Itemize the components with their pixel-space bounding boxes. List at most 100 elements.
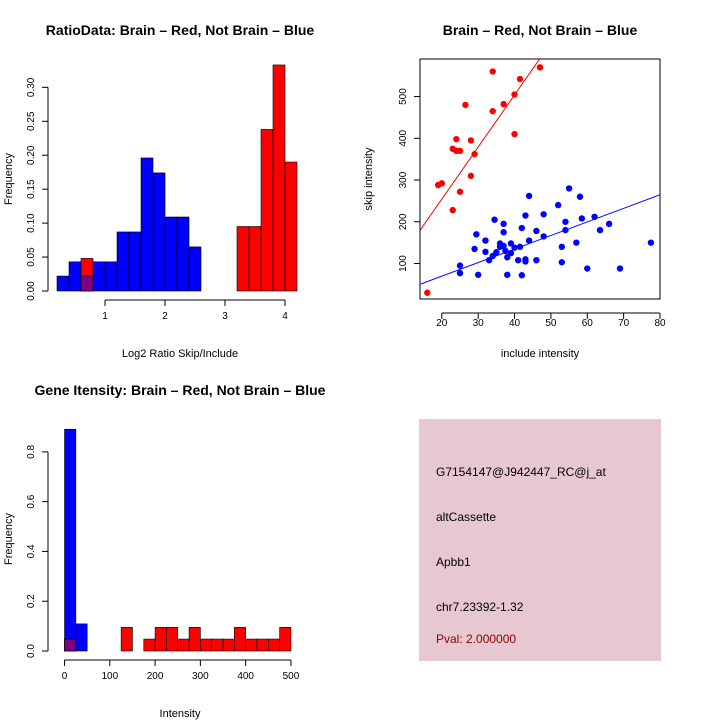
- scatter-axes: 20 30 40 50 60 70 80 100 200 300 400 500: [398, 88, 666, 329]
- intensity-histogram-axes: 0 100 200 300 400 500 0.0 0.2 0.4 0.6 0.8: [26, 445, 300, 682]
- scatter-point-brain-16: [511, 91, 518, 98]
- ratio-x-tick-label-3: 4: [282, 311, 288, 322]
- intensity-histogram-title: Gene Itensity: Brain – Red, Not Brain – …: [35, 382, 326, 398]
- intensity-bar-brain-9: [222, 638, 235, 652]
- scatter-x-tick-label-1: 30: [473, 318, 485, 329]
- scatter-y-tick-label-3: 400: [398, 130, 409, 147]
- scatter-point-brain-19: [536, 64, 544, 71]
- intensity-y-tick-label-0: 0.0: [26, 644, 37, 658]
- ratio-histogram-title: RatioData: Brain – Red, Not Brain – Blue: [46, 22, 315, 38]
- scatter-y-tick-label-4: 500: [398, 88, 409, 105]
- scatter-point-not-brain-34: [540, 233, 547, 240]
- intensity-histogram-xlabel: Intensity: [160, 708, 201, 720]
- scatter-x-tick-label-6: 80: [654, 318, 666, 329]
- scatter-point-not-brain-36: [558, 243, 566, 251]
- scatter-point-not-brain-20: [507, 240, 515, 247]
- ratio-y-tick-label-4: 0.20: [26, 145, 37, 165]
- ratio-bar-not-brain-6: [128, 231, 142, 292]
- intensity-bar-brain-8: [211, 638, 224, 652]
- scatter-x-tick-label-0: 20: [436, 318, 448, 329]
- pval-text: Pval: 2.000000: [436, 632, 516, 646]
- ratio-y-tick-label-1: 0.05: [26, 247, 37, 267]
- scatter-point-not-brain-29: [525, 192, 533, 200]
- scatter-point-not-brain-14: [500, 229, 507, 236]
- scatter-point-not-brain-31: [533, 227, 540, 235]
- ratio-bar-not-brain-8: [152, 172, 166, 292]
- ratio-y-tick-label-3: 0.15: [26, 179, 37, 199]
- scatter-title: Brain – Red, Not Brain – Blue: [443, 22, 638, 38]
- scatter-point-not-brain-32: [533, 256, 540, 264]
- scatter-xlabel: include intensity: [501, 348, 580, 360]
- scatter-fit-line-not-brain: [420, 194, 660, 285]
- ratio-bar-not-brain-5: [116, 231, 130, 292]
- intensity-bar-brain-2: [143, 638, 156, 652]
- scatter-point-brain-17: [511, 130, 518, 138]
- scatter-point-not-brain-16: [502, 247, 509, 255]
- ratio-y-tick-label-0: 0.00: [26, 281, 37, 301]
- ratio-y-tick-label-6: 0.30: [26, 77, 37, 97]
- ratio-bar-brain-2: [248, 226, 262, 292]
- scatter-point-brain-12: [471, 150, 478, 158]
- scatter-y-tick-label-1: 200: [398, 213, 409, 230]
- intensity-y-tick-label-1: 0.2: [26, 594, 37, 608]
- scatter-point-not-brain-46: [596, 226, 604, 234]
- scatter-point-not-brain-38: [562, 218, 569, 225]
- scatter-point-not-brain-0: [456, 262, 464, 269]
- scatter-point-not-brain-30: [525, 237, 533, 244]
- scatter-point-not-brain-9: [491, 216, 498, 223]
- ratio-x-tick-label-2: 3: [222, 311, 228, 322]
- intensity-bar-brain-12: [256, 638, 269, 652]
- scatter-point-not-brain-15: [500, 242, 507, 250]
- scatter-point-not-brain-23: [516, 243, 524, 251]
- scatter-point-not-brain-6: [482, 248, 489, 256]
- ratio-x-tick-label-0: 1: [102, 311, 108, 322]
- scatter-point-brain-14: [489, 107, 496, 115]
- scatter-point-not-brain-4: [474, 271, 482, 278]
- intensity-bar-brain-11: [245, 638, 258, 652]
- intensity-x-tick-label-2: 200: [147, 671, 164, 682]
- scatter-x-tick-label-5: 70: [618, 318, 630, 329]
- scatter-point-not-brain-22: [514, 256, 522, 264]
- scatter-point-not-brain-17: [504, 254, 511, 261]
- intensity-bar-brain-14: [279, 627, 292, 652]
- intensity-x-tick-label-3: 300: [192, 671, 209, 682]
- ratio-bar-not-brain-7: [140, 157, 154, 292]
- intensity-bar-brain-13: [268, 638, 280, 652]
- probe-id-text: G7154147@J942447_RC@j_at: [436, 465, 606, 479]
- scatter-point-not-brain-37: [558, 259, 566, 266]
- scatter-x-tick-label-4: 60: [582, 318, 594, 329]
- intensity-histogram-ylabel: Frequency: [3, 513, 15, 565]
- scatter-point-not-brain-5: [482, 237, 489, 244]
- scatter-point-brain-7: [456, 147, 464, 155]
- scatter-point-brain-9: [462, 101, 469, 109]
- ratio-bar-not-brain-3: [92, 261, 106, 292]
- intensity-bar-brain-10: [234, 627, 246, 652]
- intensity-y-tick-label-3: 0.6: [26, 494, 37, 508]
- ratio-bar-not-brain-1: [68, 261, 82, 292]
- intensity-bar-not-brain-0: [64, 428, 77, 652]
- ratio-bar-brain-1: [236, 226, 250, 292]
- intensity-x-tick-label-0: 0: [62, 671, 68, 682]
- intensity-x-tick-label-1: 100: [101, 671, 118, 682]
- intensity-bar-brain-6: [188, 627, 201, 652]
- scatter-point-brain-15: [500, 100, 507, 108]
- scatter-y-tick-label-0: 100: [398, 255, 409, 272]
- intensity-x-tick-label-5: 500: [283, 671, 300, 682]
- intensity-bar-brain-1: [120, 627, 133, 652]
- scatter-point-brain-13: [489, 68, 496, 75]
- scatter-fit-line-brain: [420, 59, 541, 231]
- scatter-point-not-brain-28: [522, 256, 529, 263]
- scatter-point-not-brain-48: [616, 265, 624, 272]
- probe-info-panel: G7154147@J942447_RC@j_at altCassette Apb…: [419, 419, 661, 661]
- intensity-bar-not-brain-1: [75, 623, 88, 652]
- scatter-point-not-brain-45: [591, 213, 598, 220]
- intensity-y-tick-label-4: 0.8: [26, 445, 37, 459]
- scatter-point-not-brain-43: [578, 215, 586, 222]
- ratio-bar-not-brain-4: [104, 261, 118, 292]
- scatter-point-not-brain-26: [522, 212, 529, 219]
- scatter-point-not-brain-7: [485, 256, 493, 264]
- intensity-bar-brain-4: [166, 627, 179, 652]
- scatter-point-brain-11: [467, 137, 475, 144]
- ratio-bar-brain-3: [260, 129, 274, 292]
- scatter-point-not-brain-25: [518, 272, 526, 279]
